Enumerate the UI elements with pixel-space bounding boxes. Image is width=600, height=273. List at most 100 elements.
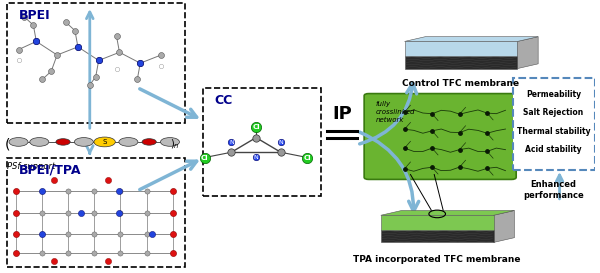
Point — [168, 189, 178, 193]
Bar — [203, 88, 322, 196]
Point — [11, 189, 20, 193]
Point — [251, 135, 261, 140]
Point — [14, 58, 23, 63]
Polygon shape — [381, 230, 494, 242]
Circle shape — [30, 138, 49, 146]
Point — [63, 232, 73, 236]
Text: )$_n$: )$_n$ — [170, 138, 179, 152]
Point — [11, 251, 20, 256]
Point — [455, 130, 464, 135]
Point — [142, 232, 151, 236]
Point — [73, 45, 83, 49]
Polygon shape — [404, 57, 517, 69]
Circle shape — [142, 139, 156, 145]
Point — [37, 232, 47, 236]
Point — [63, 210, 73, 215]
Text: IP: IP — [332, 105, 352, 123]
Text: BPEI: BPEI — [19, 9, 50, 22]
Point — [482, 166, 492, 171]
Point — [116, 189, 125, 193]
Point — [400, 146, 409, 150]
Point — [136, 61, 145, 65]
Point — [142, 251, 151, 256]
Point — [11, 210, 20, 215]
Point — [276, 150, 286, 155]
Point — [227, 150, 236, 155]
Point — [11, 232, 20, 236]
Point — [37, 251, 47, 256]
Point — [156, 64, 166, 68]
Polygon shape — [494, 210, 514, 242]
Point — [37, 189, 47, 193]
Point — [133, 77, 142, 82]
Point — [116, 251, 125, 256]
Point — [168, 251, 178, 256]
Point — [32, 39, 41, 44]
Point — [156, 53, 166, 57]
Point — [112, 34, 121, 38]
Text: PSf support: PSf support — [7, 162, 55, 171]
Point — [37, 77, 47, 82]
Point — [11, 210, 20, 215]
Point — [115, 50, 124, 55]
Point — [276, 140, 286, 145]
Point — [89, 210, 99, 215]
Point — [427, 146, 437, 150]
Point — [52, 53, 62, 57]
Point — [168, 251, 178, 256]
Point — [251, 125, 261, 129]
Text: N: N — [278, 140, 283, 145]
Circle shape — [9, 138, 28, 146]
Point — [455, 112, 464, 116]
Text: Thermal stability: Thermal stability — [517, 127, 590, 136]
Text: Cl: Cl — [252, 124, 260, 130]
Point — [61, 20, 71, 25]
Circle shape — [74, 138, 94, 146]
Point — [142, 189, 151, 193]
Point — [20, 15, 29, 19]
Text: Cl: Cl — [304, 155, 311, 161]
Point — [89, 189, 99, 193]
Point — [168, 232, 178, 236]
Point — [91, 75, 101, 79]
Polygon shape — [404, 41, 517, 57]
Text: (: ( — [5, 138, 10, 152]
Point — [37, 189, 47, 193]
Point — [400, 110, 409, 114]
Point — [63, 189, 73, 193]
Point — [168, 232, 178, 236]
Bar — [7, 158, 185, 267]
Text: Control TFC membrane: Control TFC membrane — [403, 79, 520, 88]
Point — [482, 111, 492, 115]
FancyBboxPatch shape — [364, 94, 516, 179]
Point — [482, 131, 492, 135]
Point — [89, 232, 99, 236]
Point — [103, 178, 112, 182]
Point — [103, 259, 112, 264]
Point — [32, 39, 41, 44]
Point — [400, 167, 409, 171]
Text: Acid stability: Acid stability — [525, 145, 582, 154]
Point — [227, 140, 236, 145]
Point — [168, 210, 178, 215]
Point — [251, 155, 261, 159]
FancyBboxPatch shape — [512, 78, 595, 170]
Text: fully
crosslinked
network: fully crosslinked network — [376, 101, 416, 123]
Point — [116, 210, 125, 215]
Point — [427, 165, 437, 170]
Circle shape — [119, 138, 138, 146]
Text: Salt Rejection: Salt Rejection — [523, 108, 584, 117]
Point — [400, 127, 409, 131]
Point — [427, 112, 437, 116]
Point — [11, 189, 20, 193]
Point — [482, 149, 492, 154]
Text: Enhanced
performance: Enhanced performance — [523, 180, 584, 200]
Point — [29, 23, 38, 27]
Point — [11, 232, 20, 236]
Point — [63, 251, 73, 256]
Polygon shape — [381, 210, 514, 215]
Point — [46, 69, 56, 73]
Point — [200, 155, 209, 160]
Point — [76, 210, 86, 215]
Point — [37, 210, 47, 215]
